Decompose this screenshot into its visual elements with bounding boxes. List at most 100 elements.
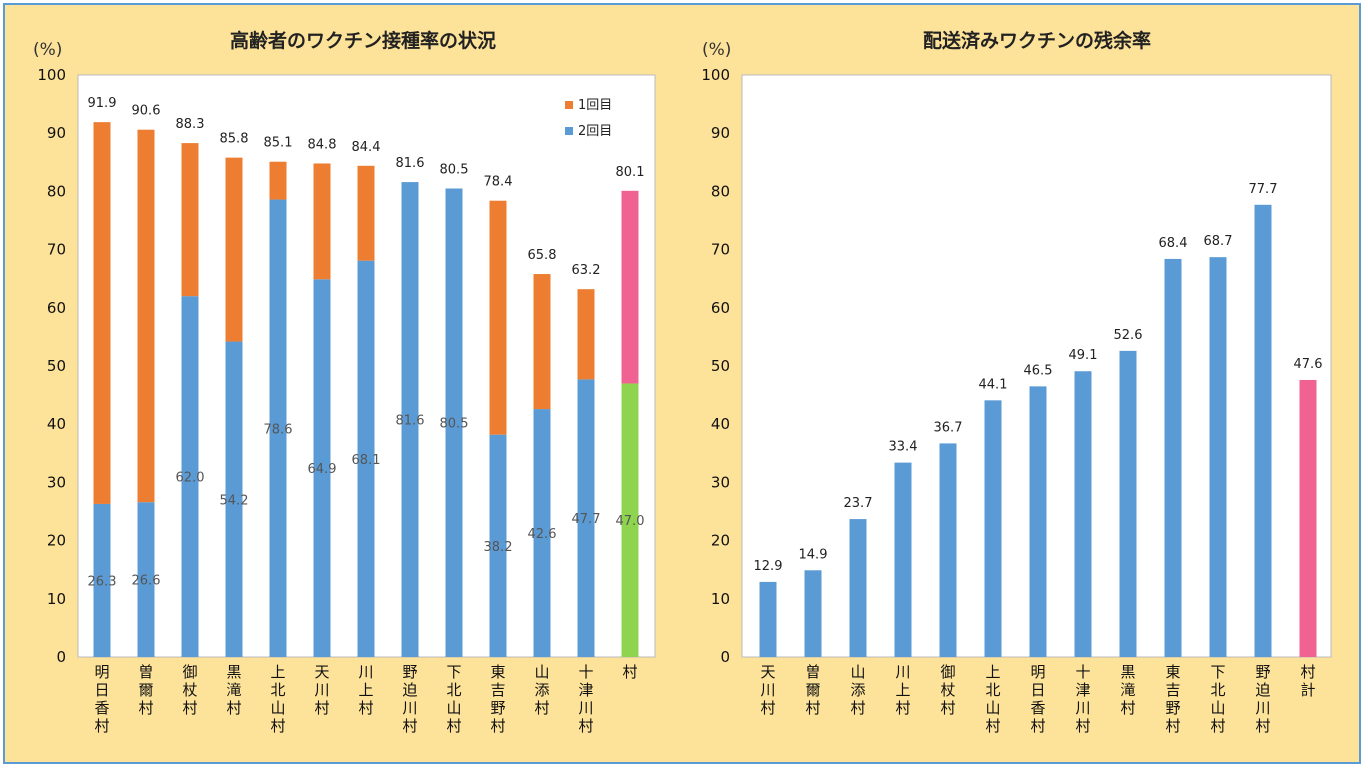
bar-dose2 [489,434,507,657]
y-tick-label: 70 [47,241,66,259]
x-category-label: 下北山村 [1210,663,1225,735]
bar-total-label: 65.8 [528,248,557,263]
bar-dose2 [181,296,199,657]
y-tick-label: 60 [47,299,66,317]
y-tick-label: 0 [56,648,66,666]
legend-label-dose1: 1回目 [578,98,612,113]
y-tick-label: 40 [47,415,66,433]
x-category-label: 黒滝村 [226,663,241,717]
bar-value-label: 36.7 [934,420,963,435]
x-category-label: 下北山村 [446,663,461,735]
bar-dose1 [137,129,155,503]
y-tick-label: 80 [47,182,66,200]
bar-total-label: 88.3 [176,117,205,132]
y-tick-label: 10 [47,590,66,608]
bar-dose1 [269,161,287,200]
y-tick-label: 50 [47,357,66,375]
x-category-label: 村計 [1300,663,1315,699]
bar-total-label: 81.6 [396,156,425,171]
x-category-label: 天川村 [314,663,329,717]
bar-dose2 [357,260,375,657]
right-y-unit: (%) [702,40,731,60]
bar-dose2-label: 68.1 [352,453,381,468]
bar-remaining [1164,258,1182,657]
bar-dose1 [313,163,331,280]
bar-remaining [804,570,822,657]
right-chart-title: 配送済みワクチンの残余率 [923,29,1151,52]
y-tick-label: 100 [701,66,730,84]
left-y-axis: 0 10 20 30 40 50 60 70 80 90 100 [37,66,66,666]
x-category-label: 十津川村 [578,663,593,735]
bar-total-label: 85.1 [264,136,293,151]
y-tick-label: 10 [711,590,730,608]
bar-remaining [1209,257,1227,657]
y-tick-label: 50 [711,357,730,375]
y-tick-label: 90 [711,124,730,142]
bar-dose2-label: 38.2 [484,540,513,555]
bar-total-label: 80.5 [440,162,469,177]
bar-total-label: 80.1 [616,165,645,180]
y-tick-label: 40 [711,415,730,433]
x-category-label: 山添村 [850,663,865,717]
bar-remaining [1299,379,1317,657]
vaccination-rate-chart: (%) 高齢者のワクチン接種率の状況 0 10 20 30 40 50 60 70 80 90 10… [33,29,656,735]
x-category-label: 上北山村 [985,663,1000,735]
x-category-label: 黒滝村 [1120,663,1135,717]
bar-dose2 [401,182,419,657]
bar-remaining [849,519,867,657]
bar-dose2-label: 80.5 [440,417,469,432]
x-category-label: 野迫川村 [1255,663,1270,735]
x-category-label: 川上村 [895,663,910,717]
bar-value-label: 46.5 [1024,363,1053,378]
bar-remaining [984,400,1002,657]
bar-dose2 [621,383,639,657]
bar-dose2-label: 54.2 [220,493,249,508]
bar-remaining [1119,350,1137,657]
bar-dose2-label: 64.9 [308,462,337,477]
bar-dose2-label: 81.6 [396,414,425,429]
x-category-label: 山添村 [534,663,549,717]
bar-remaining [1254,204,1272,657]
legend-swatch-dose2 [565,127,573,135]
bar-total-label: 90.6 [132,104,161,119]
y-tick-label: 30 [711,473,730,491]
left-y-unit: (%) [33,40,62,60]
bar-total-label: 78.4 [484,175,513,190]
legend-swatch-dose1 [565,101,573,109]
bar-remaining [1074,371,1092,657]
bar-remaining [894,462,912,657]
x-category-label: 東吉野村 [490,663,505,735]
left-x-axis: 明日香村 曽爾村 御杖村 黒滝村 上北山村 天川村 川上村 野迫川村 下北山村 東吉野村 山添村 十津… [94,663,637,735]
bar-total-label: 84.4 [352,140,381,155]
x-category-label: 御杖村 [940,663,955,717]
x-category-label: 十津川村 [1075,663,1090,735]
bar-value-label: 23.7 [844,496,873,511]
bar-dose2 [269,199,287,657]
y-tick-label: 90 [47,124,66,142]
bar-total-label: 84.8 [308,137,337,152]
bar-dose1 [357,165,375,261]
x-category-label: 川上村 [358,663,373,717]
x-category-label: 野迫川村 [402,663,417,735]
bar-dose1 [621,190,639,384]
right-bars: 12.9 14.9 23.7 33.4 36.7 44.1 46.5 49.1 52.6 68.4… [754,182,1322,657]
bar-total-label: 85.8 [220,132,249,147]
bar-dose2 [533,409,551,657]
y-tick-label: 60 [711,299,730,317]
bar-dose1 [225,157,243,342]
x-category-label: 御杖村 [182,663,197,717]
y-tick-label: 100 [37,66,66,84]
bar-dose2-label: 26.3 [88,574,117,589]
x-category-label: 曽爾村 [138,663,153,717]
x-category-label: 上北山村 [270,663,285,735]
bar-remaining [759,581,777,657]
right-y-axis: 0 10 20 30 40 50 60 70 80 90 100 [701,66,730,666]
bar-dose1 [181,143,199,297]
bar-remaining [939,443,957,657]
y-tick-label: 80 [711,182,730,200]
bar-value-label: 68.4 [1159,236,1188,251]
left-bars: 91.9 26.3 90.6 26.6 88.3 62.0 85.8 54.2 85.1 78.6… [88,96,645,658]
bar-dose1 [533,274,551,410]
bar-value-label: 77.7 [1249,182,1278,197]
bar-value-label: 33.4 [889,440,918,455]
